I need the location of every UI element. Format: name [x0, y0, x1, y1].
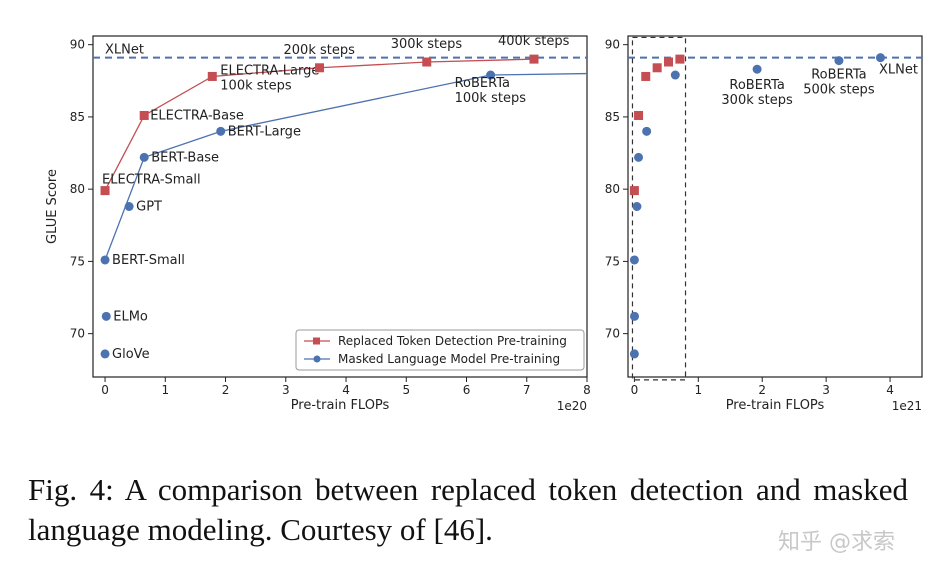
left-rtd-point-label: ELECTRA-Base — [150, 108, 244, 123]
right-mlm-point — [629, 349, 639, 359]
left-y-tick-label: 75 — [70, 254, 85, 268]
left-rtd-point-label: 300k steps — [391, 37, 463, 52]
right-mlm-point — [834, 56, 844, 66]
right-rtd-point — [675, 54, 685, 64]
left-rtd-point-label: ELECTRA-Small — [102, 173, 201, 188]
right-rtd-point — [634, 110, 644, 120]
right-mlm-point — [629, 255, 639, 265]
left-mlm-point-label: GPT — [136, 200, 162, 215]
left-x-tick-label: 5 — [402, 383, 410, 397]
right-mlm-point — [632, 202, 642, 211]
left-mlm-point — [216, 126, 226, 136]
right-mlm-point-label: XLNet — [879, 63, 918, 78]
left-rtd-point — [315, 63, 325, 73]
right-mlm-point-label: RoBERTa 500k steps — [803, 68, 875, 98]
left-mlm-point — [101, 311, 111, 321]
left-x-tick-label: 6 — [463, 383, 471, 397]
right-y-tick-label: 80 — [605, 182, 620, 196]
left-mlm-point — [100, 255, 110, 265]
right-x-axis-label: Pre-train FLOPs — [726, 398, 825, 413]
right-mlm-point — [670, 70, 680, 80]
right-x-tick-label: 4 — [886, 383, 894, 397]
right-mlm-point — [875, 53, 885, 63]
right-frame — [627, 35, 923, 378]
figure-caption: Fig. 4: A comparison between replaced to… — [28, 472, 908, 547]
left-mlm-point-label: ELMo — [113, 309, 148, 324]
left-x-tick-label: 7 — [523, 383, 531, 397]
left-rtd-point-label: 200k steps — [284, 43, 356, 58]
watermark: 知乎 @求索 — [778, 530, 895, 555]
right-x-offset-label: 1e21 — [892, 399, 922, 413]
left-mlm-point-label: RoBERTa 100k steps — [455, 76, 527, 106]
right-mlm-point — [642, 126, 652, 136]
left-frame — [92, 35, 588, 378]
legend-rtd-marker — [313, 337, 320, 345]
right-rtd-point — [629, 186, 639, 196]
right-rtd-point — [641, 71, 651, 81]
left-x-offset-label: 1e20 — [557, 399, 587, 413]
left-rtd-series-line — [104, 58, 535, 191]
legend-mlm-marker — [313, 355, 321, 363]
left-x-tick-label: 3 — [282, 383, 290, 397]
right-y-tick-label: 90 — [605, 38, 620, 52]
left-rtd-point-label: 400k steps — [498, 34, 570, 49]
left-rtd-point — [139, 110, 149, 120]
left-x-tick-label: 8 — [583, 383, 591, 397]
right-y-tick-label: 75 — [605, 254, 620, 268]
legend-box — [295, 329, 585, 371]
left-rtd-point-label: ELECTRA-Large 100k steps — [220, 63, 319, 93]
legend-mlm-label: Masked Language Model Pre-training — [338, 352, 560, 366]
right-rtd-point — [664, 57, 674, 67]
left-rtd-point — [207, 71, 217, 81]
left-x-tick-label: 4 — [342, 383, 350, 397]
right-mlm-point — [752, 64, 762, 74]
left-y-tick-label: 70 — [70, 327, 85, 341]
right-x-tick-label: 1 — [694, 383, 702, 397]
legend-rtd-label: Replaced Token Detection Pre-training — [338, 334, 567, 348]
left-y-axis-label: GLUE Score — [45, 169, 60, 244]
left-xlnet-label: XLNet — [105, 43, 144, 58]
figure: 0 1 2 3 4 5 6 7 8 70 75 80 85 90 Pre-train FLOPs 1e20 GL… — [45, 34, 923, 413]
right-x-tick-label: 0 — [631, 383, 639, 397]
left-x-tick-label: 0 — [101, 383, 109, 397]
left-mlm-point — [124, 202, 134, 211]
right-y-tick-label: 70 — [605, 327, 620, 341]
left-y-tick-label: 90 — [70, 38, 85, 52]
left-x-tick-label: 1 — [161, 383, 169, 397]
left-y-tick-label: 85 — [70, 110, 85, 124]
right-x-tick-label: 2 — [758, 383, 766, 397]
right-mlm-point — [630, 311, 640, 321]
left-mlm-point-label: BERT-Large — [228, 124, 301, 139]
left-rtd-point — [529, 54, 539, 64]
right-mlm-point-label: RoBERTa 300k steps — [721, 78, 793, 108]
right-rtd-point — [652, 63, 662, 73]
left-x-axis-label: Pre-train FLOPs — [291, 398, 390, 413]
left-mlm-point — [100, 349, 110, 359]
right-mlm-point — [634, 152, 644, 162]
left-mlm-point-label: BERT-Base — [151, 150, 219, 165]
left-mlm-point-label: GloVe — [112, 347, 150, 362]
left-rtd-point — [100, 186, 110, 196]
right-y-tick-label: 85 — [605, 110, 620, 124]
left-mlm-point — [486, 70, 496, 80]
right-x-tick-label: 3 — [822, 383, 830, 397]
left-mlm-point — [139, 152, 149, 162]
left-mlm-point-label: BERT-Small — [112, 253, 185, 268]
left-rtd-point — [422, 57, 432, 67]
left-x-tick-label: 2 — [222, 383, 230, 397]
left-y-tick-label: 80 — [70, 182, 85, 196]
